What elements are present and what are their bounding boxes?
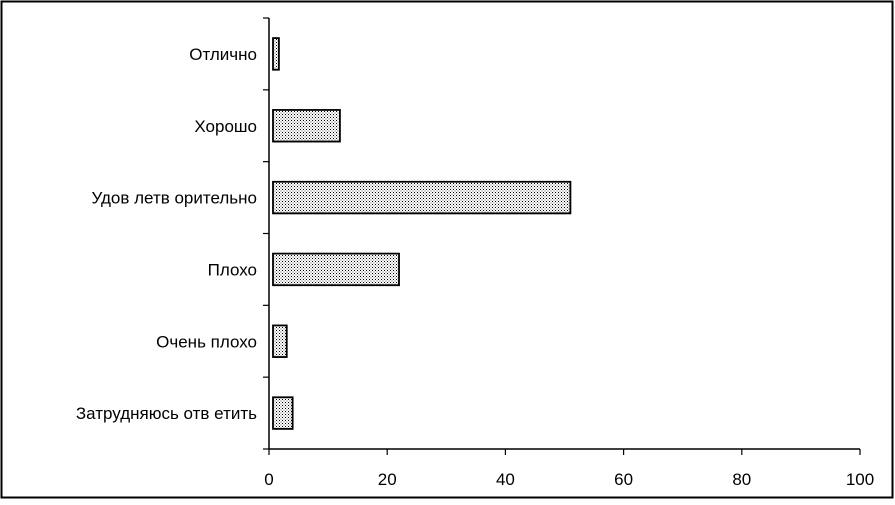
bar <box>272 180 572 215</box>
x-tick-label: 80 <box>732 470 751 489</box>
category-label: Очень плохо <box>156 332 257 351</box>
category-label: Отлично <box>189 45 257 64</box>
x-tick-label: 40 <box>496 470 515 489</box>
x-tick-label: 0 <box>264 470 273 489</box>
x-tick-label: 100 <box>846 470 874 489</box>
category-label: Удов летв орительно <box>92 189 257 208</box>
bar <box>272 396 294 430</box>
category-label: Хорошо <box>194 117 257 136</box>
x-tick-label: 60 <box>614 470 633 489</box>
bar <box>272 324 288 358</box>
bar <box>272 252 400 287</box>
bar <box>272 109 341 143</box>
category-label: Плохо <box>208 260 257 279</box>
bar <box>272 37 280 71</box>
x-tick-label: 20 <box>378 470 397 489</box>
category-label: Затрудняюсь отв етить <box>76 404 257 423</box>
